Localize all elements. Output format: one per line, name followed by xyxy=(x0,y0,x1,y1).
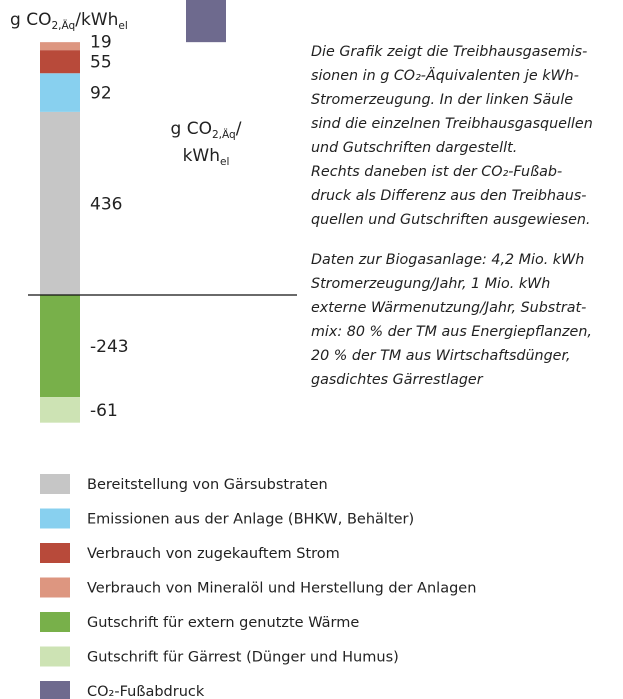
subscript: el xyxy=(118,20,127,32)
unit-text: / xyxy=(236,119,242,139)
description-line: quellen und Gutschriften ausgewiesen. xyxy=(311,212,590,228)
unit-text: g CO xyxy=(10,10,51,30)
legend-label: Verbrauch von zugekauftem Strom xyxy=(87,546,340,562)
description-line: 20 % der TM aus Wirtschaftsdünger, xyxy=(311,348,571,364)
description-line: gasdichtes Gärrestlager xyxy=(311,372,484,388)
unit-text: g CO xyxy=(171,119,212,139)
description-line: Stromerzeugung/Jahr, 1 Mio. kWh xyxy=(311,276,550,292)
unit-label: kWhel xyxy=(183,146,230,168)
bar-segment xyxy=(40,50,80,74)
subscript: el xyxy=(220,156,229,168)
description-line: und Gutschriften dargestellt. xyxy=(311,140,517,156)
legend-label: Verbrauch von Mineralöl und Herstellung … xyxy=(87,581,476,597)
legend-swatch xyxy=(40,474,70,494)
value-label: 436 xyxy=(90,194,122,214)
bar-segment xyxy=(40,295,80,398)
description-line: sionen in g CO₂-Äquivalenten je kWh- xyxy=(311,66,579,84)
value-label: 19 xyxy=(90,33,112,53)
value-label: 92 xyxy=(90,84,112,104)
unit-text: kWh xyxy=(183,146,220,166)
legend-label: Bereitstellung von Gärsubstraten xyxy=(87,477,328,493)
legend-swatch xyxy=(40,508,70,529)
bar-segment xyxy=(186,0,226,43)
description-line: externe Wärmenutzung/Jahr, Substrat- xyxy=(311,300,586,316)
unit-label: g CO2,Äq/kWhel xyxy=(10,10,128,32)
legend-swatch xyxy=(40,612,70,632)
value-label: 55 xyxy=(90,53,112,73)
legend-label: CO₂-Fußabdruck xyxy=(87,684,205,699)
legend-label: Gutschrift für extern genutzte Wärme xyxy=(87,615,359,631)
bar-segment xyxy=(40,73,80,112)
legend-swatch xyxy=(40,543,70,563)
bar-segment xyxy=(40,111,80,295)
description-line: Stromerzeugung. In der linken Säule xyxy=(311,92,573,108)
subscript: 2,Äq xyxy=(51,19,75,32)
legend-swatch xyxy=(40,646,70,667)
legend-swatch xyxy=(40,681,70,699)
unit-label: g CO2,Äq/ xyxy=(171,119,242,141)
legend-label: Emissionen aus der Anlage (BHKW, Behälte… xyxy=(87,512,414,528)
legend-label: Gutschrift für Gärrest (Dünger und Humus… xyxy=(87,650,399,666)
description-line: sind die einzelnen Treibhausgasquellen xyxy=(311,116,593,132)
description-line: Daten zur Biogasanlage: 4,2 Mio. kWh xyxy=(311,252,584,268)
description-line: druck als Differenz aus den Treibhaus- xyxy=(311,188,586,204)
legend-swatch xyxy=(40,577,70,598)
value-label: -61 xyxy=(90,401,118,421)
description-line: Rechts daneben ist der CO₂-Fußab- xyxy=(311,164,562,180)
description-line: mix: 80 % der TM aus Energiepflanzen, xyxy=(311,324,592,340)
unit-text: /kWh xyxy=(75,10,118,30)
subscript: 2,Äq xyxy=(212,128,236,141)
value-label: -243 xyxy=(90,337,129,357)
bar-segment xyxy=(40,397,80,423)
bar-segment xyxy=(40,42,80,51)
description-line: Die Grafik zeigt die Treibhausgasemis- xyxy=(311,44,587,60)
